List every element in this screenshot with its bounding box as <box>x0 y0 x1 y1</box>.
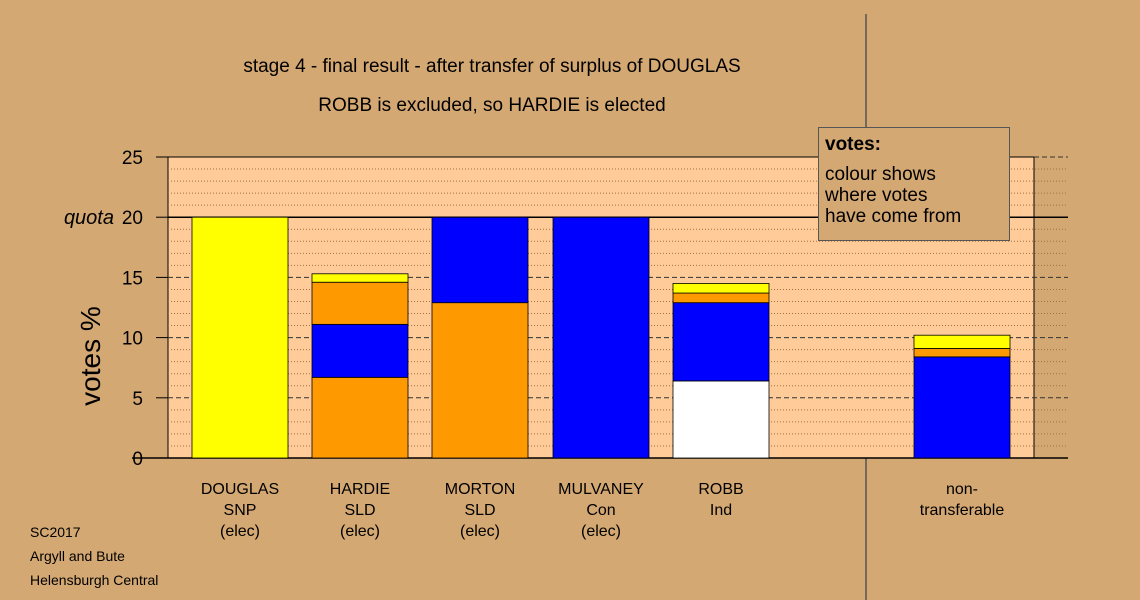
bar-2 <box>432 217 528 458</box>
y-tick-label: 15 <box>122 268 143 289</box>
bar-segment <box>914 335 1010 348</box>
legend-box: votes: colour shows where votes have com… <box>818 127 1010 241</box>
bar-segment <box>312 324 408 377</box>
footer-line-1: SC2017 <box>30 520 158 544</box>
x-category-label: Con <box>586 502 615 519</box>
y-tick-label: 5 <box>132 389 143 410</box>
bar-segment <box>553 217 649 458</box>
bar-segment <box>432 217 528 302</box>
x-category-label: transferable <box>920 502 1005 519</box>
y-tick-label: 20 <box>122 208 143 229</box>
bar-segment <box>432 303 528 458</box>
footer-line-3: Helensburgh Central <box>30 568 158 592</box>
x-category-label: (elec) <box>460 523 500 540</box>
x-category-label: Ind <box>710 502 732 519</box>
bar-segment <box>192 217 288 458</box>
x-category-label: MORTON <box>445 481 516 498</box>
legend-line-2: where votes <box>825 185 1003 206</box>
bar-segment <box>673 283 769 293</box>
legend-title: votes: <box>825 134 1003 156</box>
chart-title-line-1: stage 4 - final result - after transfer … <box>243 56 740 77</box>
x-category-label: (elec) <box>220 523 260 540</box>
bar-4 <box>673 283 769 458</box>
bar-3 <box>553 217 649 458</box>
bar-segment <box>673 381 769 458</box>
legend-line-1: colour shows <box>825 164 1003 185</box>
bar-segment <box>673 293 769 303</box>
x-category-label: HARDIE <box>330 481 390 498</box>
footer: SC2017 Argyll and Bute Helensburgh Centr… <box>30 520 158 592</box>
quota-label: quota <box>64 207 114 229</box>
x-category-label: SLD <box>344 502 375 519</box>
bar-segment <box>312 377 408 458</box>
x-category-label: (elec) <box>581 523 621 540</box>
bar-1 <box>312 274 408 458</box>
bar-segment <box>673 303 769 381</box>
x-category-label: (elec) <box>340 523 380 540</box>
footer-line-2: Argyll and Bute <box>30 544 158 568</box>
bar-5 <box>914 335 1010 458</box>
x-category-label: SLD <box>464 502 495 519</box>
y-tick-label: 0 <box>132 449 143 470</box>
chart-title-line-2: ROBB is excluded, so HARDIE is elected <box>318 95 665 116</box>
x-category-label: DOUGLAS <box>201 481 279 498</box>
bar-segment <box>312 282 408 324</box>
bar-segment <box>312 274 408 282</box>
y-tick-label: 10 <box>122 329 143 350</box>
y-axis-label: votes % <box>75 306 106 406</box>
bar-segment <box>914 348 1010 356</box>
bar-0 <box>192 217 288 458</box>
x-category-label: SNP <box>224 502 257 519</box>
bar-segment <box>914 357 1010 458</box>
x-category-label: non- <box>946 481 978 498</box>
x-category-label: MULVANEY <box>558 481 644 498</box>
x-category-label: ROBB <box>698 481 743 498</box>
legend-line-3: have come from <box>825 206 1003 227</box>
y-tick-label: 25 <box>122 148 143 169</box>
